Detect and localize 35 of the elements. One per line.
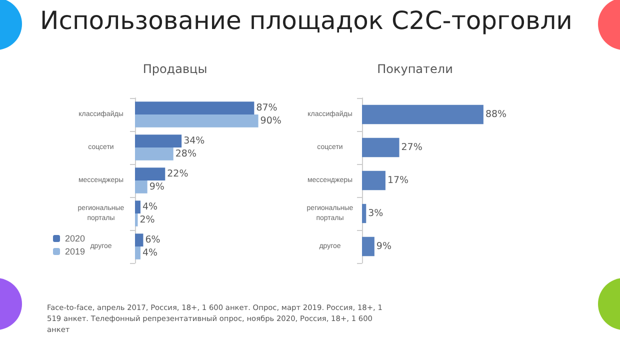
data-label: 88% xyxy=(485,109,507,120)
bar xyxy=(135,102,254,114)
data-label: 4% xyxy=(142,202,158,213)
bar xyxy=(135,200,140,214)
bar xyxy=(362,138,400,158)
bar xyxy=(135,134,182,148)
bar xyxy=(135,168,166,180)
bar xyxy=(135,214,138,226)
bar xyxy=(135,234,144,246)
bar xyxy=(362,104,484,124)
bar xyxy=(135,246,140,260)
data-label: 6% xyxy=(145,234,160,246)
bar xyxy=(362,170,386,190)
bar xyxy=(362,236,374,256)
data-label: 34% xyxy=(184,136,205,147)
bar xyxy=(135,180,148,194)
data-label: 27% xyxy=(401,142,422,153)
bar xyxy=(135,114,258,128)
data-label: 90% xyxy=(260,115,282,126)
bar xyxy=(362,204,366,224)
data-label: 9% xyxy=(149,181,164,192)
data-label: 22% xyxy=(167,168,188,180)
data-label: 87% xyxy=(256,102,278,114)
data-label: 4% xyxy=(142,247,158,258)
chart-subtitle: Продавцы xyxy=(142,62,208,76)
legend-label: 2019 xyxy=(65,246,86,256)
data-label: 9% xyxy=(376,241,392,252)
legend-label: 2020 xyxy=(65,234,86,244)
data-label: 17% xyxy=(387,175,409,186)
chart-title: Покупатели xyxy=(377,62,453,76)
data-label: 3% xyxy=(368,208,384,219)
data-label: 2% xyxy=(140,214,155,226)
bar xyxy=(135,148,174,160)
chart-title: Использование площадок C2C-торговли xyxy=(40,6,572,35)
data-label: 28% xyxy=(175,148,196,160)
